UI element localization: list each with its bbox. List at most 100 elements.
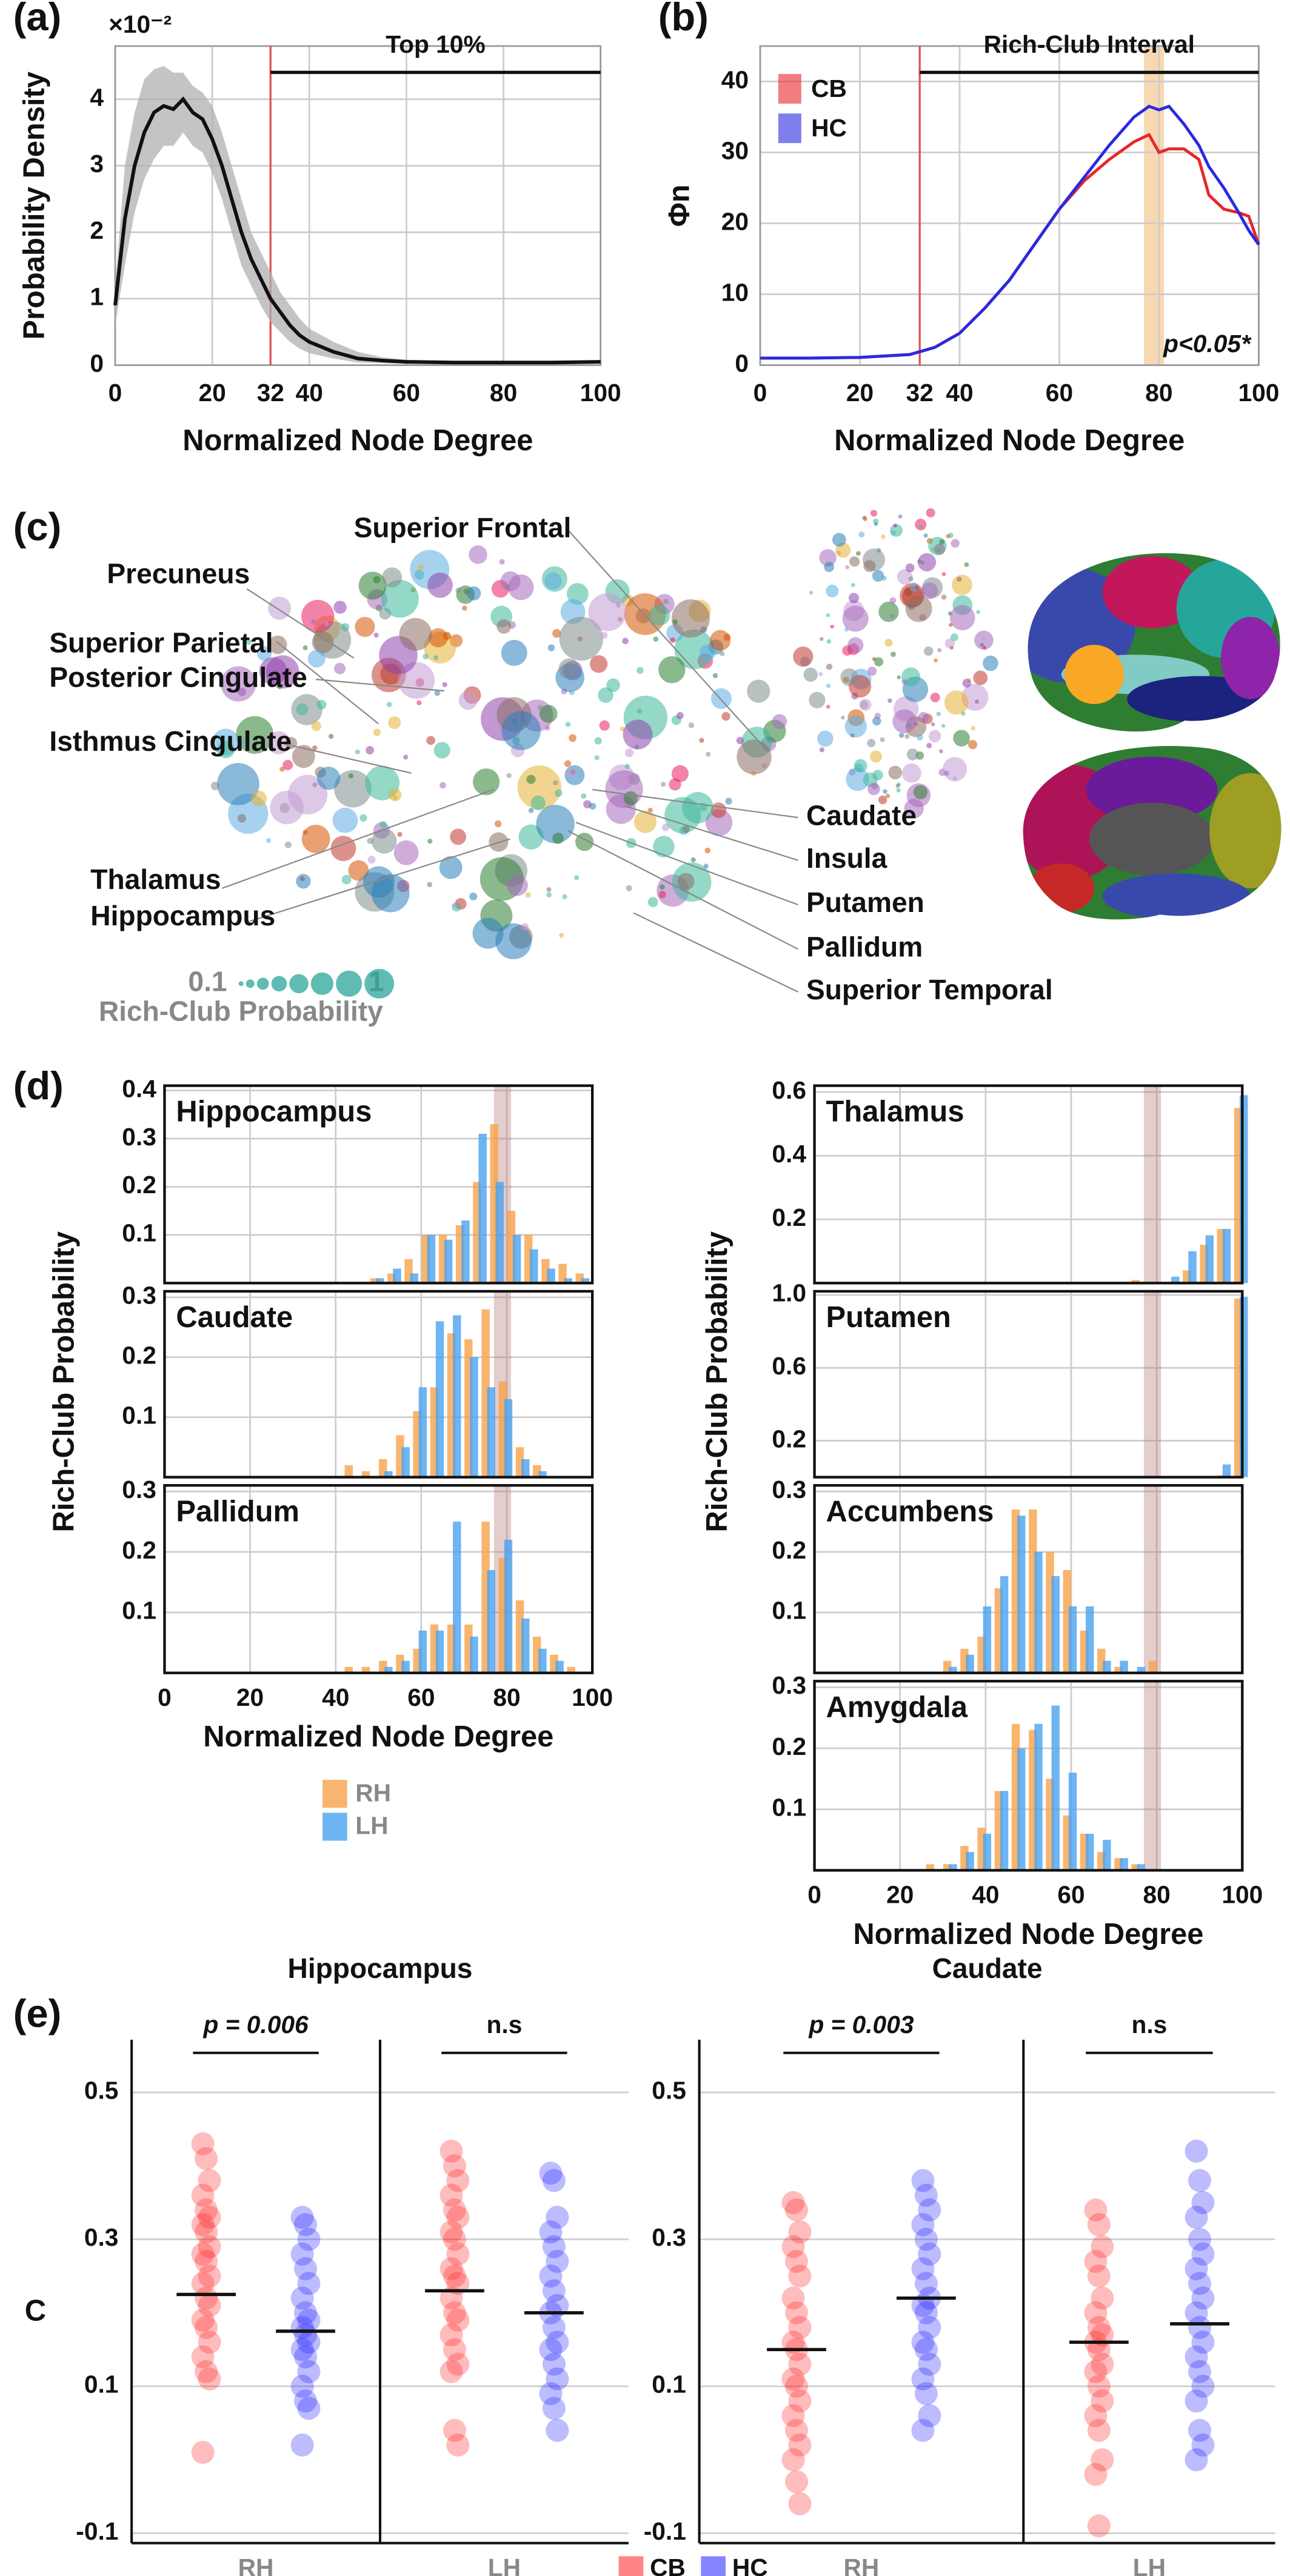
y-tick-label: 0.5 bbox=[652, 2077, 686, 2105]
x-tick-label: 80 bbox=[493, 1683, 520, 1711]
y-tick-label: 0 bbox=[90, 349, 104, 377]
brain-node bbox=[923, 533, 928, 538]
bar bbox=[949, 1666, 957, 1673]
bar bbox=[1131, 1864, 1140, 1871]
y-tick-label: 0.2 bbox=[122, 1342, 156, 1370]
brain-node bbox=[417, 564, 424, 571]
y-tick-label: 0.1 bbox=[122, 1219, 156, 1247]
bar bbox=[504, 1540, 513, 1673]
brain-node bbox=[426, 736, 435, 745]
bar bbox=[478, 1134, 487, 1283]
x-tick-label: 80 bbox=[490, 379, 517, 407]
brain-node bbox=[973, 670, 988, 685]
brain-node bbox=[366, 746, 375, 755]
dot bbox=[781, 2191, 805, 2214]
brain-node bbox=[747, 679, 770, 703]
brain-node bbox=[653, 636, 658, 642]
bar bbox=[370, 1278, 379, 1283]
bar bbox=[504, 1399, 513, 1477]
annotation: Rich-Club Interval bbox=[984, 30, 1195, 58]
bar bbox=[384, 1666, 393, 1673]
brain-node bbox=[891, 651, 896, 657]
brain-node bbox=[251, 790, 267, 807]
plot-frame bbox=[813, 1484, 1244, 1674]
brain-node bbox=[854, 759, 867, 773]
dot bbox=[1087, 2213, 1111, 2237]
dot bbox=[539, 2220, 563, 2244]
brain-node bbox=[878, 601, 899, 622]
brain-node bbox=[599, 720, 610, 731]
bar bbox=[470, 1636, 478, 1673]
dot bbox=[195, 2198, 218, 2222]
brain-node bbox=[279, 767, 285, 772]
pointer-line bbox=[575, 822, 798, 906]
dot bbox=[446, 2169, 470, 2192]
dot bbox=[439, 2183, 463, 2207]
brain-node bbox=[433, 655, 439, 661]
brain-node bbox=[897, 675, 901, 679]
dot bbox=[542, 2169, 566, 2192]
region-label: Superior Parietal bbox=[49, 627, 273, 658]
dot bbox=[195, 2286, 218, 2310]
brain-node bbox=[736, 736, 744, 745]
chart-title: Accumbens bbox=[826, 1495, 994, 1528]
x-tick-label: RH bbox=[844, 2554, 880, 2576]
brain-node bbox=[957, 576, 962, 582]
bar bbox=[487, 1387, 495, 1477]
bar bbox=[361, 1471, 370, 1477]
bar bbox=[1103, 1660, 1111, 1673]
brain-node bbox=[859, 699, 872, 711]
chart-title: Pallidum bbox=[176, 1495, 299, 1528]
brain-node bbox=[842, 605, 869, 632]
dot bbox=[1185, 2206, 1208, 2229]
brain-node bbox=[939, 539, 945, 545]
brain-node bbox=[943, 757, 968, 782]
dot bbox=[546, 2418, 569, 2442]
brain-node bbox=[915, 519, 927, 531]
brain-node bbox=[819, 549, 837, 567]
dot bbox=[297, 2360, 321, 2383]
size-legend-marker bbox=[364, 968, 395, 999]
brain-node bbox=[301, 824, 330, 853]
dot bbox=[911, 2331, 935, 2354]
size-legend-marker bbox=[271, 976, 287, 992]
dot bbox=[1091, 2448, 1114, 2472]
brain-node bbox=[676, 711, 684, 719]
bar bbox=[453, 1315, 461, 1477]
panel-label: (e) bbox=[13, 1991, 62, 2035]
brain-node bbox=[622, 637, 629, 645]
brain-node bbox=[221, 666, 256, 702]
dot bbox=[539, 2162, 563, 2185]
bar bbox=[435, 1321, 444, 1477]
bar bbox=[461, 1220, 470, 1283]
brain-node bbox=[499, 559, 505, 565]
brain-node bbox=[333, 601, 347, 614]
dot bbox=[191, 2132, 215, 2155]
brain-node bbox=[559, 616, 604, 661]
p-annotation: p<0.05* bbox=[1163, 330, 1252, 358]
dot bbox=[1185, 2389, 1208, 2413]
y-tick-label: 0.2 bbox=[772, 1203, 806, 1231]
bar bbox=[558, 1263, 567, 1283]
brain-node bbox=[930, 693, 940, 702]
dot bbox=[290, 2374, 314, 2398]
brain-node bbox=[858, 531, 865, 538]
brain-node bbox=[624, 748, 634, 757]
dot bbox=[914, 2183, 938, 2207]
y-axis-label: Φn bbox=[663, 184, 696, 227]
brain-node bbox=[526, 774, 536, 784]
brain-node bbox=[324, 621, 329, 627]
y-tick-label: 0.1 bbox=[122, 1401, 156, 1429]
bar bbox=[1034, 1552, 1043, 1673]
dot bbox=[195, 2220, 218, 2244]
bar bbox=[1171, 1276, 1180, 1283]
brain-node bbox=[623, 791, 638, 805]
brain-node bbox=[941, 594, 947, 600]
brain-node bbox=[944, 690, 969, 715]
brain-node bbox=[661, 782, 666, 787]
annotation: Top 10% bbox=[386, 30, 485, 58]
brain-node bbox=[699, 737, 704, 743]
brain-node bbox=[312, 745, 318, 751]
brain-node bbox=[266, 838, 272, 844]
brain-node bbox=[544, 572, 562, 590]
